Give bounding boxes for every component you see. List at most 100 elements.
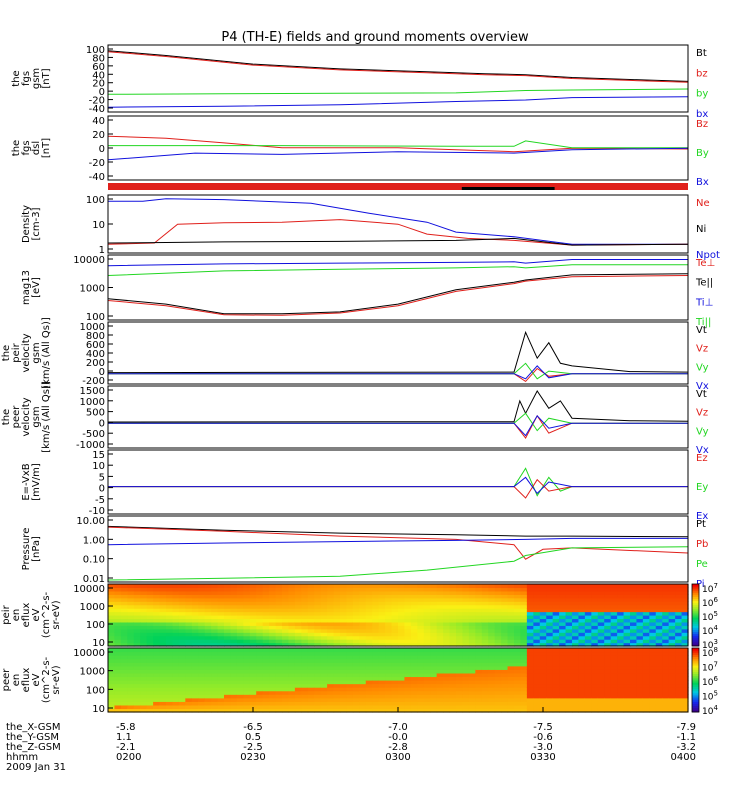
colorbar-tick-label: 106 xyxy=(702,596,718,609)
series-p5-Vz xyxy=(108,367,688,383)
series-p7-Ey xyxy=(108,467,688,497)
y-tick-label: 10 xyxy=(92,638,105,649)
x-axis-row-label: the_Y-GSM xyxy=(6,732,59,743)
x-axis-value: 0300 xyxy=(385,752,410,763)
y-tick-label: 1000 xyxy=(80,284,105,295)
y-label-line: gsm xyxy=(31,342,42,363)
y-label-line: the xyxy=(0,672,2,688)
legend-label: Vx xyxy=(696,445,709,456)
y-label-line: velocity xyxy=(21,397,32,436)
y-tick-label: -200 xyxy=(82,376,105,387)
y-label-line: [cm-3] xyxy=(31,207,42,240)
y-tick-label: 80 xyxy=(92,53,105,64)
series-p4-Ti|| xyxy=(107,264,688,276)
y-label-line: the xyxy=(11,70,22,86)
y-tick-label: 10000 xyxy=(73,584,105,595)
x-axis-value: -2.5 xyxy=(243,742,263,753)
legend-label: Vz xyxy=(696,408,708,419)
series-p6-Vt xyxy=(107,390,689,423)
y-tick-label: 10.00 xyxy=(76,516,105,527)
y-label-line: peir xyxy=(11,342,22,362)
x-axis-table: the_X-GSM -5.8 -6.5 -7.0 -7.5 -7.9 the_Y-GSM 1.… xyxy=(6,722,696,773)
x-axis-row-label: the_Z-GSM xyxy=(6,742,61,753)
y-tick-label: -40 xyxy=(89,104,105,115)
y-tick-label: -5 xyxy=(95,495,105,506)
series-p5-Vx xyxy=(108,365,688,380)
y-tick-label: -40 xyxy=(89,172,105,183)
legend-label: Bx xyxy=(696,177,709,188)
y-label-line: [eV] xyxy=(31,277,42,298)
series-p6-Vx xyxy=(108,414,688,437)
series-p1-Bt xyxy=(107,50,689,82)
y-tick-label: 1000 xyxy=(80,322,105,333)
x-axis-value: -2.1 xyxy=(116,742,136,753)
y-tick-label: 40 xyxy=(92,70,105,81)
y-axis-label: the fgs gsm [nT] xyxy=(11,68,52,89)
x-axis-value: 0330 xyxy=(530,752,555,763)
x-axis-value: -7.5 xyxy=(533,722,553,733)
date-label: 2009 Jan 31 xyxy=(6,762,66,773)
y-axis-label: the peir en eflux eV (cm^2-s-sr-eV) xyxy=(0,591,62,638)
y-label-line: (cm^2-s- xyxy=(41,591,52,638)
y-label-line: the xyxy=(1,409,12,425)
y-tick-label: 0 xyxy=(99,87,105,98)
legend-label: Pe xyxy=(696,559,708,570)
series-p7-Ex xyxy=(108,476,688,495)
x-axis-value: -0.6 xyxy=(533,732,553,743)
y-tick-label: 1500 xyxy=(80,386,105,397)
series-p3-Ne xyxy=(107,219,689,246)
y-axis-label: mag13 [eV] xyxy=(21,270,42,305)
y-tick-label: 1 xyxy=(99,245,105,256)
series-p4-Te|| xyxy=(107,273,689,315)
legend-label: Vy xyxy=(696,362,709,373)
y-tick-label: 0.10 xyxy=(83,555,105,566)
series-p8-Pt xyxy=(107,525,689,538)
y-tick-label: 600 xyxy=(86,340,105,351)
x-axis-value: -0.0 xyxy=(388,732,408,743)
x-axis-value: 0.5 xyxy=(245,732,261,743)
legend-label: Pb xyxy=(696,539,708,550)
legend-label: By xyxy=(696,148,709,159)
y-tick-label: -20 xyxy=(89,96,105,107)
y-tick-label: 0 xyxy=(99,484,105,495)
y-tick-label: 100 xyxy=(86,45,105,56)
x-axis-value: -6.5 xyxy=(243,722,263,733)
y-tick-label: 100 xyxy=(86,685,105,696)
y-tick-label: 1.00 xyxy=(83,535,105,546)
legend-label: Pi xyxy=(696,579,705,590)
y-tick-label: 0.01 xyxy=(83,574,105,585)
series-p3-Npot xyxy=(108,198,688,245)
y-label-line: velocity xyxy=(21,333,32,372)
panel-p4: Te⊥ Te|| Ti⊥ Ti|| 10000 1000 100 mag13 [eV] xyxy=(21,254,715,328)
colorbar-tick-label: 107 xyxy=(702,661,718,674)
y-axis-label: the peer velocity gsm [km/s (All Qs)] xyxy=(1,381,52,453)
legend-label: Ne xyxy=(696,198,710,209)
x-axis-value: -7.9 xyxy=(676,722,696,733)
y-tick-label: 10 xyxy=(92,461,105,472)
colorbar-tick-label: 106 xyxy=(702,675,718,688)
y-tick-label: 20 xyxy=(92,130,105,141)
y-label-line: the xyxy=(11,140,22,156)
legend-label: Ez xyxy=(696,453,708,464)
y-label-line: eV xyxy=(31,608,42,621)
y-tick-label: 0 xyxy=(99,418,105,429)
x-axis-row-label: hhmm xyxy=(6,752,38,763)
y-tick-label: 5 xyxy=(99,472,105,483)
x-axis-value: -7.0 xyxy=(388,722,408,733)
series-p1-bz xyxy=(107,51,689,83)
y-label-line: peer xyxy=(11,405,22,429)
x-axis-value: 1.1 xyxy=(116,732,132,743)
y-tick-label: 800 xyxy=(86,331,105,342)
legend-label: Te|| xyxy=(695,278,713,289)
y-label-line: the xyxy=(1,345,12,361)
y-tick-label: 400 xyxy=(86,349,105,360)
y-axis-label: the peir velocity gsm [km/s (All Qs)] xyxy=(1,317,52,389)
legend-label: Vy xyxy=(696,426,709,437)
y-label-line: en xyxy=(11,674,22,687)
y-tick-label: -1000 xyxy=(76,440,105,451)
